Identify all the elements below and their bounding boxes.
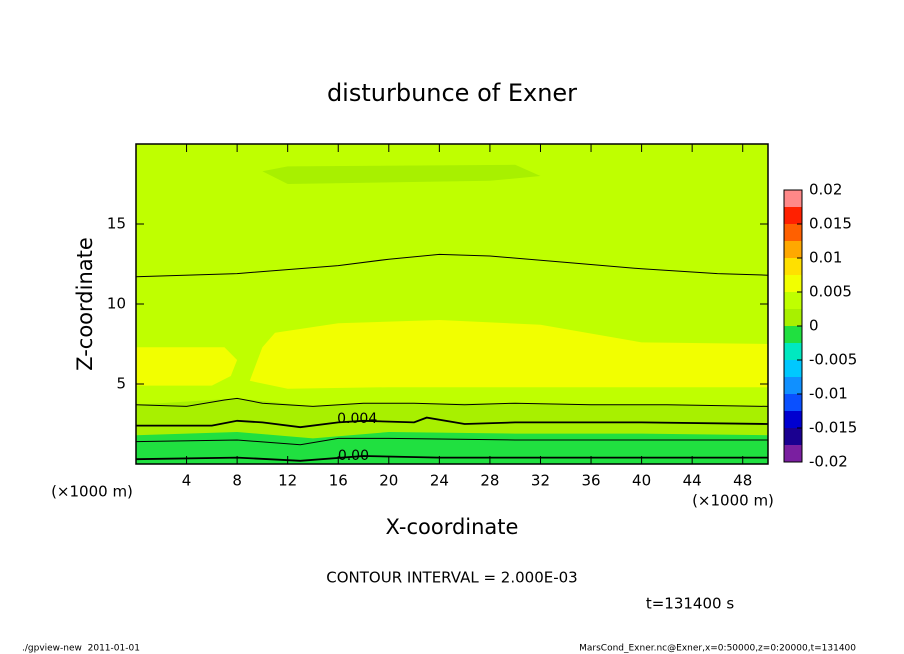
x-tick-label: 4 [182,472,192,490]
colorbar-band [784,343,802,360]
colorbar-tick-label: -0.01 [809,385,848,403]
x-tick-label: 44 [683,472,702,490]
y-unit: (×1000 m) [51,483,133,501]
contour-label: 0.004 [337,411,377,427]
colorbar-band [784,292,802,309]
contour-interval: CONTOUR INTERVAL = 2.000E-03 [326,569,577,587]
filled-region [249,320,768,389]
colorbar-band [784,326,802,343]
contour-line [136,416,769,429]
contour-line [135,455,768,462]
contour-label: 0.00 [338,448,369,464]
y-tick-label: 15 [107,215,126,233]
x-tick-label: 12 [278,472,297,490]
colorbar-tick-label: -0.02 [809,453,848,471]
contour-line [135,253,769,278]
time-label: t=131400 s [646,595,734,613]
y-tick-label: 5 [116,375,126,393]
colorbar-band [784,394,802,411]
colorbar-tick-label: 0 [809,317,819,335]
x-tick-label: 48 [733,472,752,490]
x-tick-label: 28 [480,472,499,490]
colorbar-tick-label: 0.015 [809,215,852,233]
x-tick-label: 8 [232,472,242,490]
footer-right: MarsCond_Exner.nc@Exner,x=0:50000,z=0:20… [579,644,856,654]
y-tick-label: 10 [107,295,126,313]
x-unit: (×1000 m) [692,492,774,510]
x-tick-label: 24 [430,472,449,490]
filled-region [136,432,768,464]
footer-left: ./gpview-new 2011-01-01 [22,644,140,654]
contour-line [135,397,769,407]
colorbar-band [784,224,802,241]
filled-region [262,164,541,184]
filled-region [136,347,238,386]
colorbar-band [784,377,802,394]
colorbar-tick-label: 0.005 [809,283,852,301]
x-tick-label: 40 [632,472,651,490]
colorbar-tick-label: 0.02 [809,181,842,199]
colorbar-band [784,428,802,445]
chart-title: disturbunce of Exner [327,79,577,107]
contour-line [135,437,768,446]
colorbar-tick-label: 0.01 [809,249,842,267]
colorbar-band [784,309,802,326]
colorbar-band [784,190,802,207]
x-tick-label: 20 [379,472,398,490]
x-tick-label: 16 [329,472,348,490]
colorbar-tick-label: -0.015 [809,419,857,437]
x-tick-label: 32 [531,472,550,490]
colorbar-band [784,275,802,292]
x-axis-label: X-coordinate [386,515,519,539]
colorbar-band [784,445,802,462]
colorbar-band [784,241,802,258]
x-tick-label: 36 [581,472,600,490]
colorbar-tick-label: -0.005 [809,351,857,369]
y-axis-label: Z-coordinate [73,237,97,371]
colorbar-band [784,207,802,224]
colorbar-band [784,360,802,377]
colorbar-band [784,411,802,428]
colorbar-band [784,258,802,275]
